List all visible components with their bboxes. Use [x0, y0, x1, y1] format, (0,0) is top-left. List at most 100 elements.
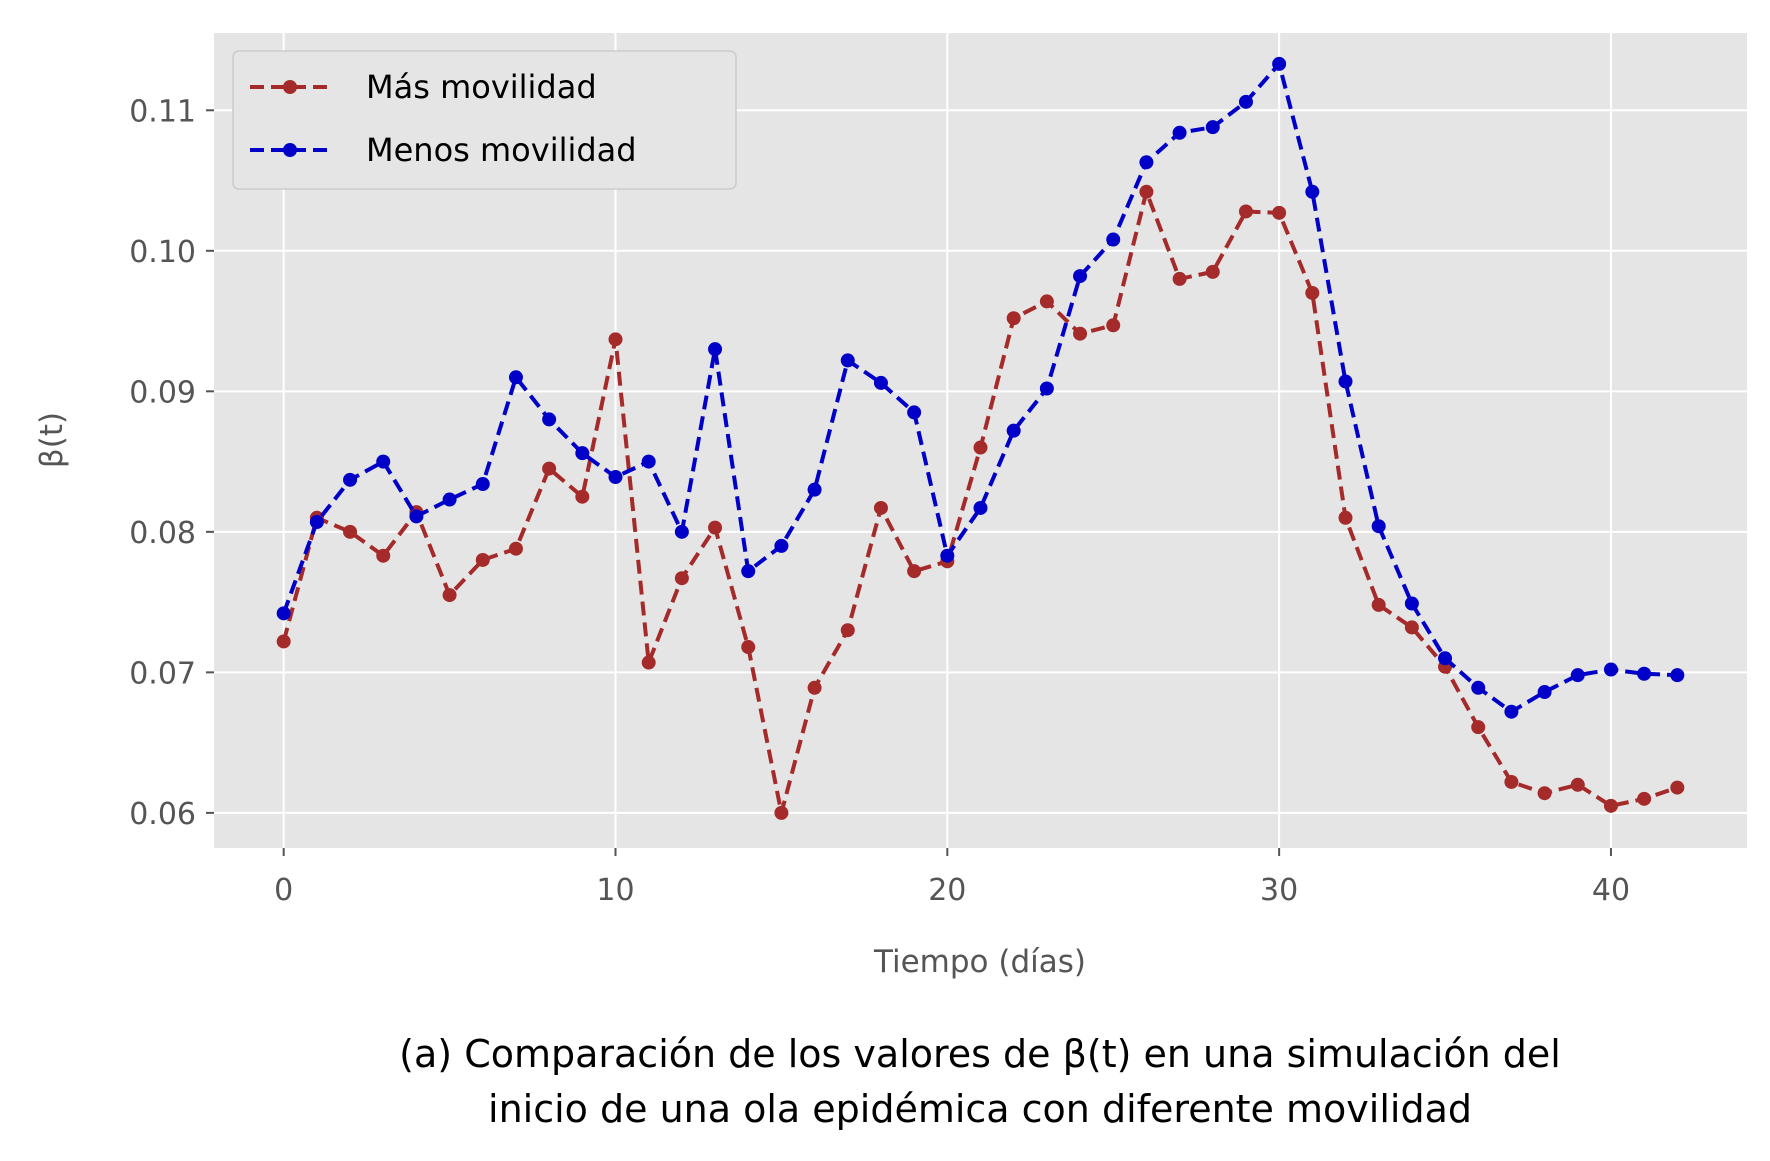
legend-label-mas-movilidad: Más movilidad [366, 68, 597, 106]
data-point-menos-movilidad [1106, 232, 1121, 247]
data-point-menos-movilidad [1338, 374, 1353, 389]
data-point-menos-movilidad [1537, 685, 1552, 700]
data-point-menos-movilidad [343, 472, 358, 487]
data-point-mas-movilidad [774, 805, 789, 820]
data-point-mas-movilidad [1537, 786, 1552, 801]
legend-box [232, 50, 737, 190]
y-tick-label: 0.07 [129, 656, 196, 691]
y-tick-label: 0.10 [129, 235, 196, 270]
legend-label-menos-movilidad: Menos movilidad [366, 131, 637, 169]
data-point-menos-movilidad [542, 412, 557, 427]
data-point-mas-movilidad [641, 655, 656, 670]
data-point-menos-movilidad [475, 477, 490, 492]
data-point-mas-movilidad [674, 571, 689, 586]
y-tick-label: 0.08 [129, 516, 196, 551]
data-point-mas-movilidad [376, 548, 391, 563]
legend-marker-menos-movilidad [283, 143, 297, 157]
data-point-menos-movilidad [409, 509, 424, 524]
y-tick-label: 0.06 [129, 797, 196, 832]
data-point-mas-movilidad [807, 680, 822, 695]
data-point-mas-movilidad [475, 552, 490, 567]
data-point-mas-movilidad [442, 588, 457, 603]
data-point-mas-movilidad [1205, 264, 1220, 279]
data-point-menos-movilidad [708, 342, 723, 357]
x-tick-label: 20 [928, 873, 966, 908]
x-axis-ticks: 0 10 20 30 40 [274, 848, 1630, 908]
data-point-mas-movilidad [1570, 777, 1585, 792]
data-point-menos-movilidad [1205, 120, 1220, 135]
data-point-menos-movilidad [1238, 94, 1253, 109]
data-point-mas-movilidad [840, 623, 855, 638]
data-point-mas-movilidad [708, 520, 723, 535]
data-point-menos-movilidad [1570, 668, 1585, 683]
data-point-menos-movilidad [309, 515, 324, 529]
data-point-menos-movilidad [276, 606, 291, 621]
y-axis-ticks: 0.06 0.07 0.08 0.09 0.10 0.11 [129, 94, 214, 832]
data-point-menos-movilidad [807, 482, 822, 497]
y-tick-label: 0.11 [129, 94, 196, 129]
series-menos-movilidad [276, 56, 1685, 719]
caption-line-1: (a) Comparación de los valores de β(t) e… [399, 1032, 1561, 1076]
data-point-menos-movilidad [940, 548, 955, 563]
data-point-menos-movilidad [641, 454, 656, 469]
data-point-menos-movilidad [608, 470, 623, 485]
data-point-menos-movilidad [907, 405, 922, 420]
data-point-menos-movilidad [1371, 519, 1386, 534]
data-point-mas-movilidad [1139, 184, 1154, 199]
data-point-mas-movilidad [1305, 285, 1320, 300]
legend-marker-mas-movilidad [283, 80, 297, 94]
data-point-menos-movilidad [840, 353, 855, 368]
data-point-menos-movilidad [1438, 651, 1453, 666]
data-point-mas-movilidad [1172, 271, 1187, 286]
data-point-menos-movilidad [1637, 666, 1652, 681]
data-point-menos-movilidad [1305, 184, 1320, 199]
data-point-mas-movilidad [1106, 318, 1121, 333]
data-point-mas-movilidad [1272, 205, 1287, 220]
data-point-mas-movilidad [741, 640, 756, 655]
data-point-menos-movilidad [973, 500, 988, 515]
x-tick-label: 0 [274, 873, 293, 908]
data-point-mas-movilidad [1603, 798, 1618, 813]
data-point-mas-movilidad [1039, 294, 1054, 309]
data-point-menos-movilidad [873, 375, 888, 390]
x-axis-label: Tiempo (días) [873, 944, 1086, 980]
x-tick-label: 10 [596, 873, 634, 908]
data-point-menos-movilidad [1670, 668, 1685, 683]
data-point-menos-movilidad [1603, 662, 1618, 677]
data-point-mas-movilidad [1073, 326, 1088, 341]
data-point-menos-movilidad [1504, 704, 1519, 719]
data-point-menos-movilidad [674, 524, 689, 539]
data-point-mas-movilidad [1637, 791, 1652, 806]
legend: Más movilidad Menos movilidad [232, 50, 737, 190]
data-point-mas-movilidad [907, 564, 922, 579]
data-point-mas-movilidad [1504, 774, 1519, 789]
data-point-menos-movilidad [508, 370, 523, 385]
data-point-mas-movilidad [973, 440, 988, 455]
data-point-mas-movilidad [508, 541, 523, 556]
caption-line-2: inicio de una ola epidémica con diferent… [488, 1087, 1472, 1131]
data-point-menos-movilidad [376, 454, 391, 469]
data-point-menos-movilidad [1139, 155, 1154, 170]
data-point-menos-movilidad [1172, 125, 1187, 140]
x-tick-label: 40 [1592, 873, 1630, 908]
data-point-mas-movilidad [1371, 597, 1386, 612]
data-point-menos-movilidad [1039, 381, 1054, 396]
data-point-mas-movilidad [1670, 780, 1685, 795]
data-point-menos-movilidad [575, 446, 590, 461]
data-point-menos-movilidad [774, 538, 789, 553]
data-point-mas-movilidad [1006, 311, 1021, 326]
data-point-mas-movilidad [575, 489, 590, 504]
data-point-mas-movilidad [608, 332, 623, 347]
data-point-mas-movilidad [542, 461, 557, 476]
data-point-menos-movilidad [1073, 269, 1088, 284]
data-point-menos-movilidad [1404, 596, 1419, 611]
y-axis-label: β(t) [34, 412, 70, 468]
data-point-mas-movilidad [343, 524, 358, 539]
x-tick-label: 30 [1260, 873, 1298, 908]
data-point-mas-movilidad [1404, 620, 1419, 635]
data-point-mas-movilidad [1338, 510, 1353, 525]
data-point-mas-movilidad [1471, 720, 1486, 735]
data-point-menos-movilidad [1471, 680, 1486, 695]
